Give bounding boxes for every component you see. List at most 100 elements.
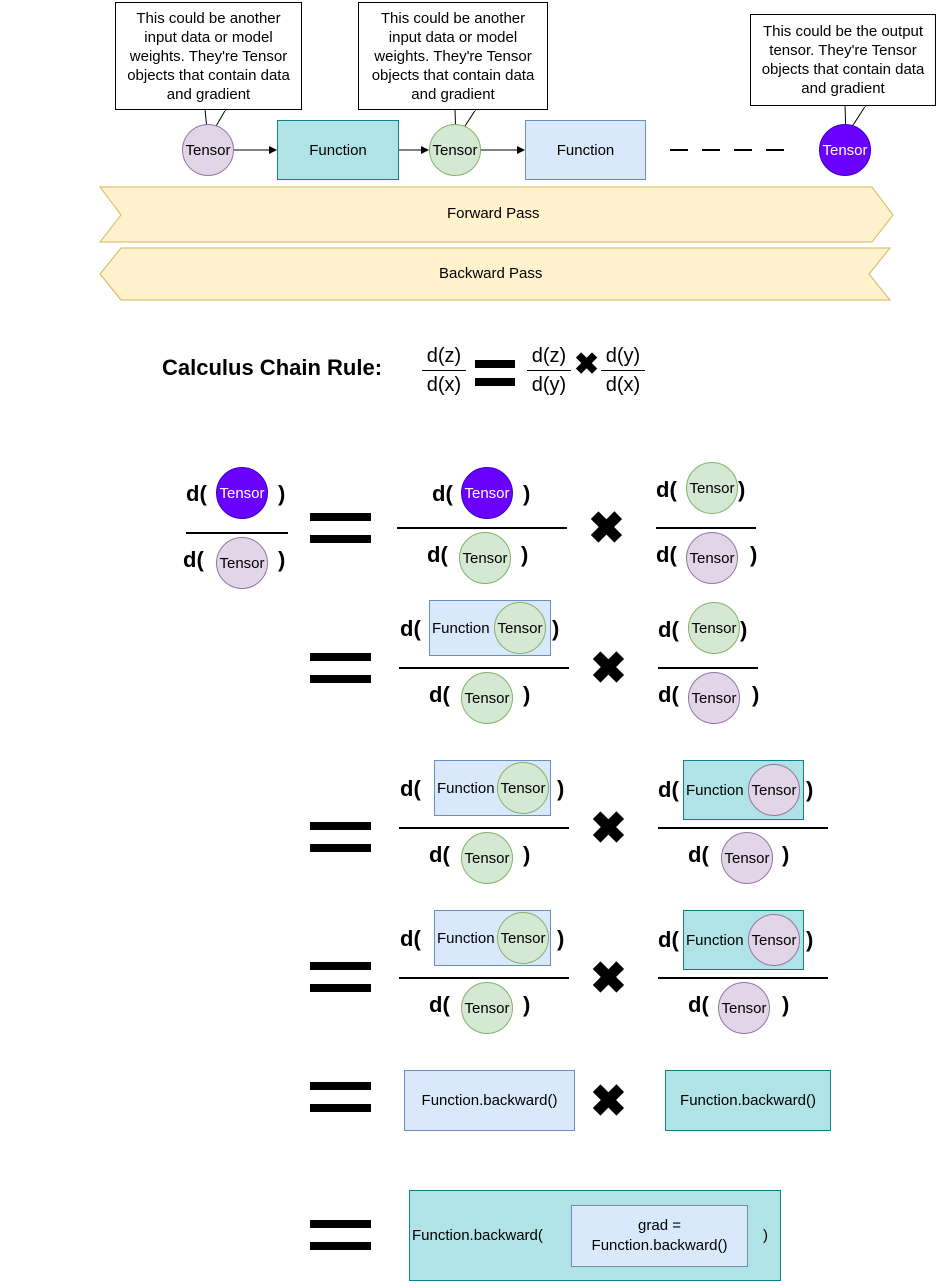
row2-t1-den-close-paren: ): [523, 682, 531, 707]
row6-grad-line2: Function.backward(): [591, 1237, 728, 1254]
row3-t2-num-d-open: d(: [658, 777, 679, 802]
row4-t2-num-function-label: Function: [686, 931, 744, 949]
row3-t1-num-close-paren: ): [557, 776, 565, 801]
row4-t2-num-close-paren: ): [806, 927, 814, 952]
row4-equals-top: [310, 962, 371, 970]
row4-t2-num-d-open: d(: [658, 927, 679, 952]
row1-t1-fraction-line: [397, 527, 567, 529]
row3-t1-fraction-line: [399, 827, 569, 829]
chain-equals-top: [475, 360, 515, 368]
lhs-den-input-tensor: Tensor: [216, 537, 268, 589]
row3-t1-den-d-open: d(: [429, 842, 450, 867]
row1-t2-den-tensor: Tensor: [686, 532, 738, 584]
row4-t1-num-d-open: d(: [400, 926, 421, 951]
row3-t1-num-function-label: Function: [437, 779, 495, 797]
chain-r1-numerator: d(z): [531, 345, 567, 367]
lhs-fraction-line: [186, 532, 288, 534]
row4-t2-den-tensor: Tensor: [718, 982, 770, 1034]
row2-t1-num-function-label: Function: [432, 619, 490, 637]
row1-equals-bottom: [310, 535, 371, 543]
row3-t2-den-tensor: Tensor: [721, 832, 773, 884]
row5-multiply-icon: ✖: [590, 1077, 627, 1126]
row1-t2-den-d-open: d(: [656, 542, 677, 567]
row6-grad-line1: grad =: [638, 1217, 681, 1234]
row5-function-backward-2: Function.backward(): [665, 1070, 831, 1131]
row2-t1-num-d-open: d(: [400, 616, 421, 641]
row3-t2-fraction-line: [658, 827, 828, 829]
function-node-1: Function: [277, 120, 399, 180]
chain-lhs-fraction-line: [422, 370, 466, 371]
row2-t1-fraction-line: [399, 667, 569, 669]
row2-t1-num-tensor: Tensor: [494, 602, 546, 654]
backward-pass-arrow: [99, 247, 892, 301]
row3-multiply-icon: ✖: [590, 804, 627, 853]
row1-t1-num-d-open: d(: [432, 481, 453, 506]
row3-t2-num-close-paren: ): [806, 777, 814, 802]
row4-t1-den-tensor: Tensor: [461, 982, 513, 1034]
row3-t1-num-d-open: d(: [400, 776, 421, 801]
row1-t1-den-tensor: Tensor: [459, 532, 511, 584]
row2-t1-den-d-open: d(: [429, 682, 450, 707]
lhs-den-d-open: d(: [183, 547, 204, 572]
input-tensor-node: Tensor: [182, 124, 234, 176]
row6-equals-bottom: [310, 1242, 371, 1250]
row1-t1-den-close-paren: ): [521, 542, 529, 567]
row2-t2-fraction-line: [658, 667, 758, 669]
chain-rule-title: Calculus Chain Rule:: [162, 355, 383, 380]
row2-t2-num-tensor: Tensor: [688, 602, 740, 654]
row4-t2-num-tensor: Tensor: [748, 914, 800, 966]
row6-grad-inner-box: grad = Function.backward(): [571, 1205, 748, 1267]
intermediate-tensor-node: Tensor: [429, 124, 481, 176]
lhs-num-d-open: d(: [186, 481, 207, 506]
chain-r2-numerator: d(y): [605, 345, 641, 367]
row2-t2-den-d-open: d(: [658, 682, 679, 707]
row5-equals-bottom: [310, 1104, 371, 1112]
row4-t2-den-close-paren: ): [782, 992, 790, 1017]
row3-t2-num-function-label: Function: [686, 781, 744, 799]
row4-t1-den-close-paren: ): [523, 992, 531, 1017]
forward-pass-arrow: [98, 186, 894, 243]
lhs-num-close-paren: ): [278, 481, 286, 506]
row1-t2-fraction-line: [656, 527, 756, 529]
row1-multiply-icon: ✖: [588, 504, 625, 553]
row4-t2-den-d-open: d(: [688, 992, 709, 1017]
row2-t1-num-close-paren: ): [552, 616, 560, 641]
row2-equals-bottom: [310, 675, 371, 683]
callout-output-tensor: This could be the output tensor. They're…: [750, 14, 936, 106]
callout-second-tensor: This could be another input data or mode…: [358, 2, 548, 110]
row2-t2-num-close-paren: ): [740, 617, 748, 642]
row2-t2-den-tensor: Tensor: [688, 672, 740, 724]
row6-equals-top: [310, 1220, 371, 1228]
row5-equals-top: [310, 1082, 371, 1090]
row1-t1-num-close-paren: ): [523, 481, 531, 506]
chain-r2-fraction-line: [601, 370, 645, 371]
row6-function-backward-close: ): [763, 1227, 768, 1244]
chain-lhs-denominator: d(x): [426, 374, 462, 396]
row1-t2-num-tensor: Tensor: [686, 462, 738, 514]
row4-t1-den-d-open: d(: [429, 992, 450, 1017]
row3-equals-bottom: [310, 844, 371, 852]
row3-t1-den-tensor: Tensor: [461, 832, 513, 884]
chain-multiply-icon: ✖: [574, 348, 600, 381]
row4-t1-fraction-line: [399, 977, 569, 979]
row2-equals-top: [310, 653, 371, 661]
row3-t1-num-tensor: Tensor: [497, 762, 549, 814]
forward-pass-label: Forward Pass: [447, 205, 540, 222]
chain-r1-denominator: d(y): [531, 374, 567, 396]
row1-equals-top: [310, 513, 371, 521]
row2-t1-den-tensor: Tensor: [461, 672, 513, 724]
row4-t1-num-function-label: Function: [437, 929, 495, 947]
callout-first-tensor: This could be another input data or mode…: [115, 2, 302, 110]
chain-r1-fraction-line: [527, 370, 571, 371]
function-node-2: Function: [525, 120, 646, 180]
row2-t2-den-close-paren: ): [752, 682, 760, 707]
row1-t2-den-close-paren: ): [750, 542, 758, 567]
row1-t1-den-d-open: d(: [427, 542, 448, 567]
row3-t2-num-tensor: Tensor: [748, 764, 800, 816]
row4-t1-num-close-paren: ): [557, 926, 565, 951]
chain-r2-denominator: d(x): [605, 374, 641, 396]
row3-t1-den-close-paren: ): [523, 842, 531, 867]
row6-function-backward-open: Function.backward(: [412, 1227, 543, 1244]
lhs-num-output-tensor: Tensor: [216, 467, 268, 519]
row1-t2-num-close-paren: ): [738, 477, 746, 502]
